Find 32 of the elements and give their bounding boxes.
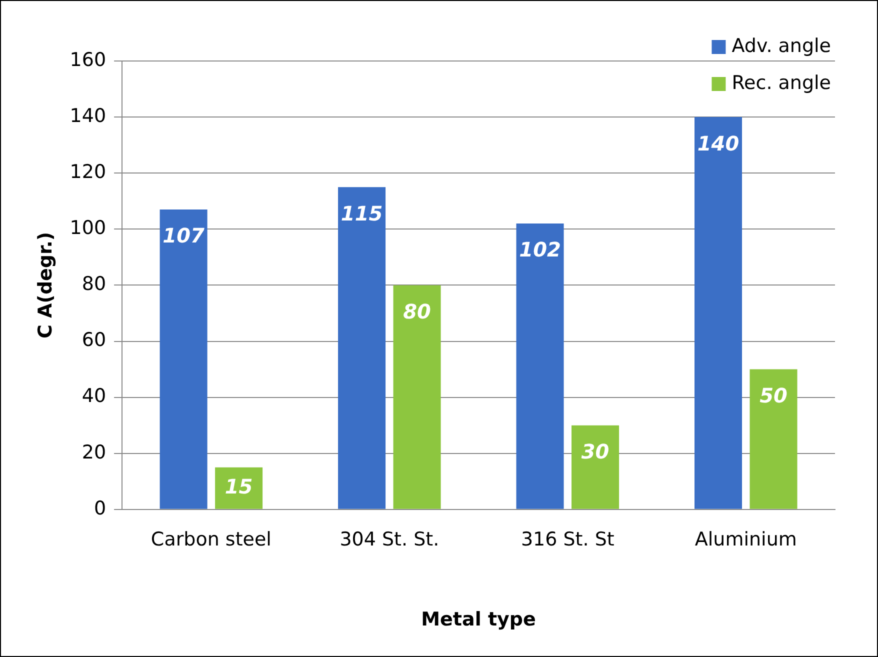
y-tick-label: 140	[70, 104, 106, 127]
x-tick-label: Carbon steel	[150, 528, 272, 551]
data-label: 107	[162, 224, 205, 248]
data-label: 140	[697, 131, 740, 156]
y-tick-label: 20	[82, 441, 106, 464]
bar	[572, 425, 620, 509]
data-label: 115	[340, 201, 383, 226]
y-axis-title: C A(degr.)	[34, 232, 56, 339]
bar	[338, 187, 386, 509]
y-tick-label: 100	[70, 217, 106, 240]
data-label: 102	[519, 238, 561, 262]
bar	[516, 224, 564, 509]
x-tick-label: 316 St. St	[520, 528, 614, 551]
legend-label: Adv. angle	[732, 34, 832, 57]
x-tick-label: 304 St. St.	[340, 528, 440, 551]
data-label: 80	[403, 299, 432, 324]
y-tick-label: 80	[82, 273, 106, 296]
y-tick-label: 0	[94, 497, 106, 520]
x-axis-title: Metal type	[421, 608, 536, 631]
bar	[160, 210, 208, 509]
bar	[393, 285, 441, 509]
y-tick-label: 120	[70, 161, 106, 184]
y-tick-label: 160	[70, 48, 106, 71]
bar	[694, 117, 742, 509]
x-tick-label: Aluminium	[694, 528, 797, 551]
legend-label: Rec. angle	[732, 72, 831, 94]
data-label: 50	[760, 383, 788, 408]
data-label: 30	[581, 440, 610, 464]
data-label: 15	[224, 474, 253, 498]
y-tick-label: 40	[82, 385, 106, 408]
bar	[750, 369, 798, 509]
y-tick-label: 60	[82, 329, 106, 352]
